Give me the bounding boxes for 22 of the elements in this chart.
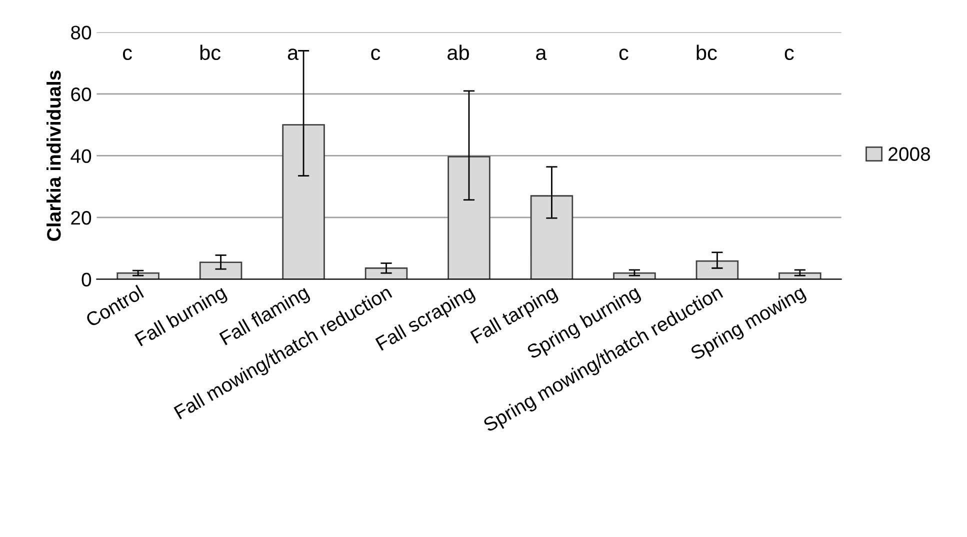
annotation: bc bbox=[696, 44, 717, 60]
bar bbox=[530, 195, 574, 280]
bar bbox=[282, 124, 325, 280]
y-tick-label: 60 bbox=[71, 87, 92, 102]
bar bbox=[448, 156, 490, 280]
annotation: a bbox=[536, 48, 547, 60]
y-tick-label: 20 bbox=[71, 210, 92, 225]
annotation: c bbox=[619, 48, 628, 60]
y-tick-label: 0 bbox=[82, 272, 92, 286]
annotation: c bbox=[122, 48, 132, 60]
annotation: bc bbox=[200, 44, 220, 60]
bar bbox=[364, 267, 408, 280]
annotation: c bbox=[784, 48, 794, 60]
bar bbox=[199, 262, 242, 280]
y-tick-label: 80 bbox=[71, 26, 92, 40]
y-axis-title: Clarkia individuals bbox=[46, 70, 61, 241]
legend-label: 2008 bbox=[888, 147, 930, 161]
bar bbox=[696, 260, 739, 280]
annotation: c bbox=[371, 48, 380, 60]
annotation: ab bbox=[448, 44, 469, 60]
annotation: a bbox=[288, 48, 299, 60]
y-tick-label: 40 bbox=[70, 149, 92, 163]
